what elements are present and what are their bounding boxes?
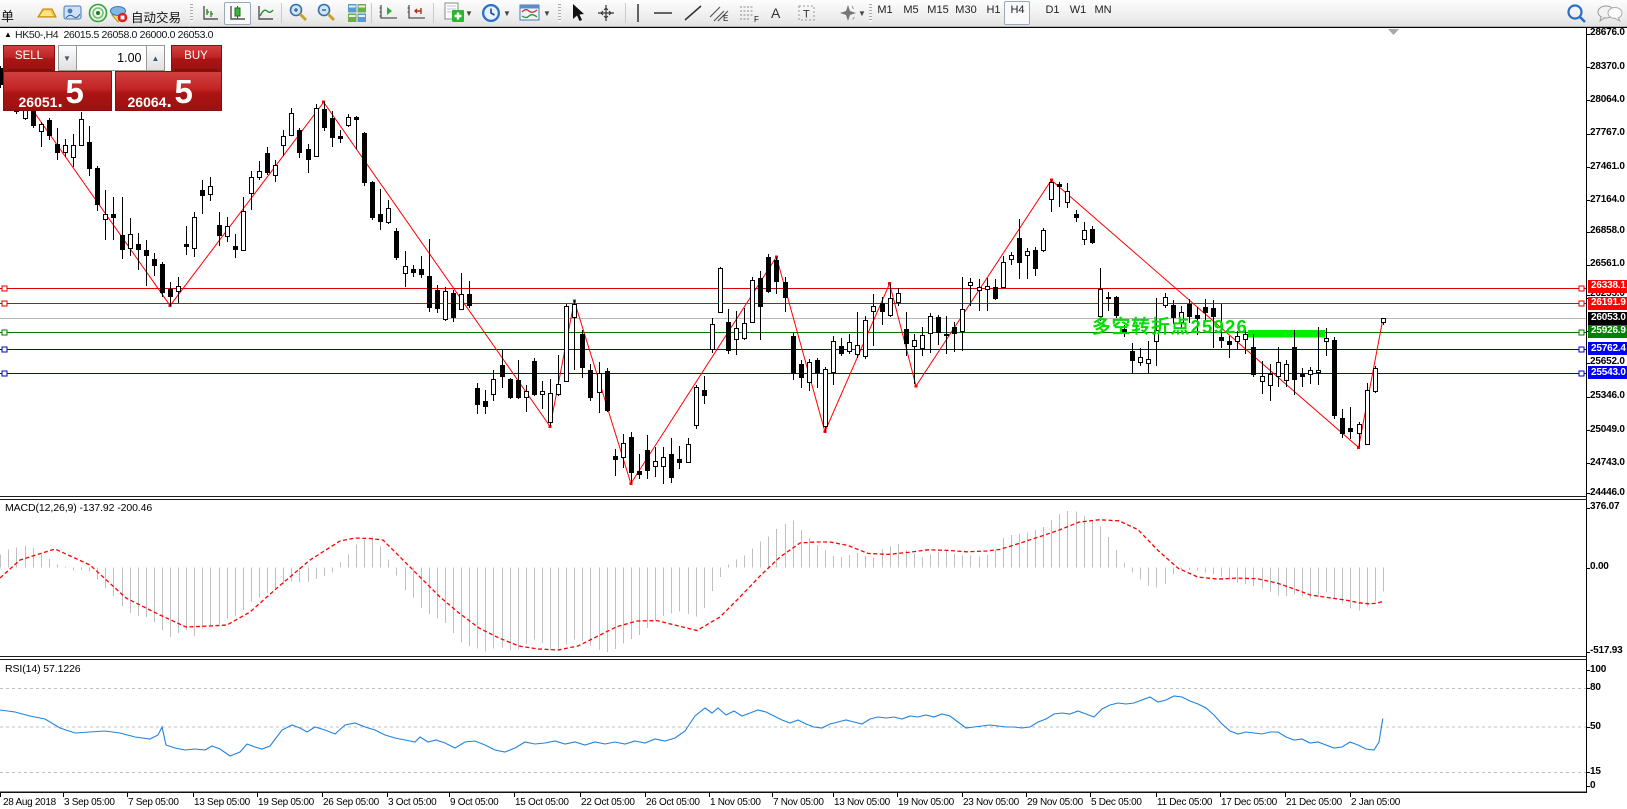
- svg-text:F: F: [754, 15, 759, 23]
- svg-text:E: E: [723, 14, 728, 23]
- svg-text:T: T: [803, 9, 810, 21]
